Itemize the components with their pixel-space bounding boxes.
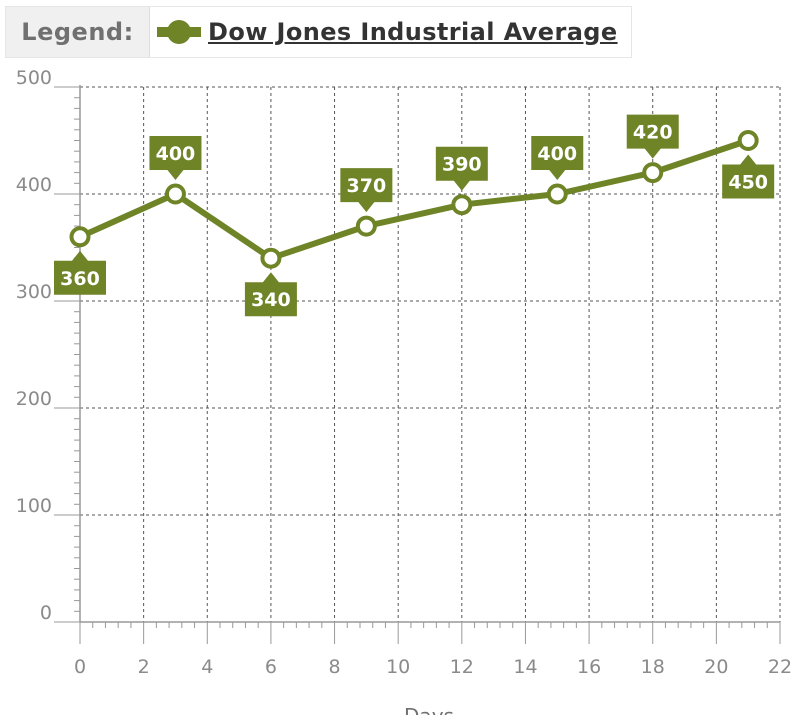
data-point: [69, 226, 91, 248]
x-tick-label: 22: [768, 656, 791, 678]
x-tick-label: 14: [513, 656, 537, 678]
grid: [80, 86, 781, 622]
data-label-box: [435, 146, 488, 191]
data-point: [260, 247, 282, 269]
data-label-box: [626, 114, 679, 159]
x-tick-label: 12: [450, 656, 474, 678]
y-tick-label: 200: [16, 388, 52, 410]
axes: 0 100 200 300 400 500 0 2 4 6 8 10 12 14 16 18 20 22 Days: [16, 67, 791, 715]
data-label: 420: [626, 114, 679, 159]
data-point: [164, 183, 186, 205]
data-label-box: [340, 168, 393, 213]
x-tick-label: 8: [328, 656, 340, 678]
x-axis-title: Days: [404, 704, 454, 715]
data-label-box: [244, 272, 297, 317]
data-point: [355, 215, 377, 237]
x-tick-label: 20: [704, 656, 728, 678]
data-label: 390: [435, 146, 488, 191]
data-label: 360: [54, 250, 106, 295]
y-tick-label: 0: [40, 602, 52, 624]
series-line-dow-jones: [77, 137, 752, 262]
data-label-box: [149, 136, 202, 180]
series-layer: [69, 130, 759, 269]
data-label-text: 370: [347, 175, 387, 197]
x-tick-label: 6: [265, 656, 277, 678]
y-tick-label: 500: [16, 67, 52, 89]
data-label-text: 420: [633, 122, 673, 144]
data-label-box: [722, 154, 775, 199]
legend-entry-dow-jones[interactable]: Dow Jones Industrial Average: [150, 7, 618, 57]
data-point: [642, 162, 664, 184]
data-label: 370: [340, 168, 393, 213]
data-labels: 360 400 340 370 390 400 420 450: [54, 114, 775, 317]
line-marker-icon: [157, 20, 201, 44]
x-tick-label: 16: [577, 656, 601, 678]
x-tick-label: 10: [386, 656, 410, 678]
x-tick-label: 0: [74, 656, 86, 678]
y-tick-label: 100: [16, 495, 52, 517]
data-label-box: [54, 250, 106, 295]
data-label-text: 360: [60, 268, 100, 290]
legend-entry-label: Dow Jones Industrial Average: [208, 18, 618, 46]
data-label: 400: [531, 136, 584, 180]
data-point: [737, 130, 759, 151]
data-label-text: 400: [156, 143, 196, 165]
y-tick-label: 400: [16, 174, 52, 196]
x-tick-label: 2: [138, 656, 150, 678]
y-tick-label: 300: [16, 281, 52, 303]
x-tick-label: 4: [201, 656, 213, 678]
legend: Legend: Dow Jones Industrial Average: [5, 6, 632, 58]
data-point: [546, 183, 568, 205]
data-label: 400: [149, 136, 202, 180]
data-label: 450: [722, 154, 775, 199]
data-label: 340: [244, 272, 297, 317]
data-label-text: 340: [251, 289, 291, 311]
data-point: [451, 194, 473, 216]
data-label-text: 450: [728, 172, 768, 194]
data-label-text: 390: [442, 154, 482, 176]
legend-title: Legend:: [6, 7, 150, 57]
data-label-box: [531, 136, 584, 180]
x-tick-label: 18: [641, 656, 665, 678]
data-label-text: 400: [537, 143, 577, 165]
